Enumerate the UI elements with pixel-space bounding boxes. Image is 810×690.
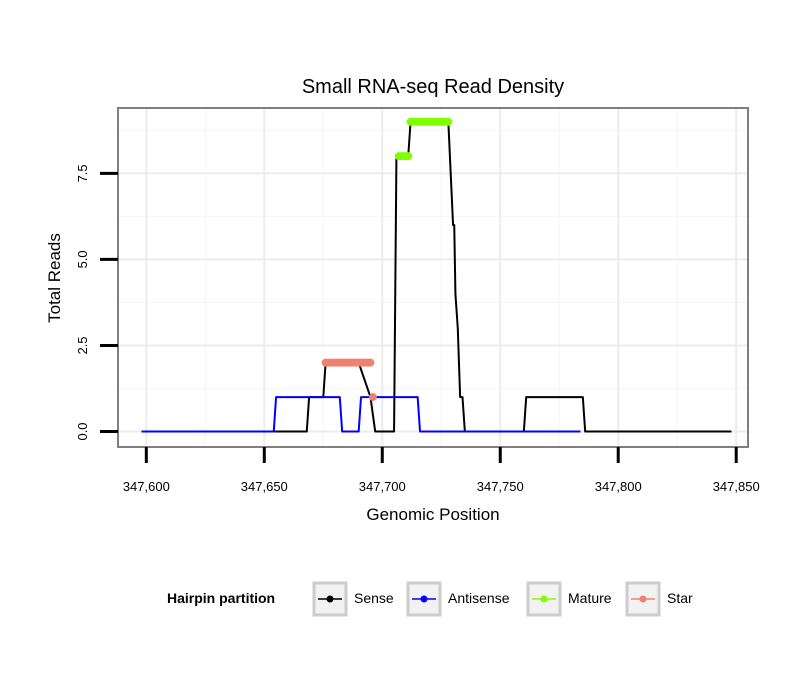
legend-entry-sense: Sense [312,581,394,617]
grid-lines [118,108,748,447]
y-tick-label: 2.5 [75,336,90,354]
point-mature [444,117,453,126]
legend-key-mature-point [540,595,548,603]
x-tick-label: 347,850 [713,479,760,494]
legend-key-antisense-point [420,595,428,603]
chart-title: Small RNA-seq Read Density [302,76,564,98]
legend-entry-mature: Mature [526,581,612,617]
point-star [368,393,377,402]
legend-label-sense: Sense [354,590,394,606]
x-tick-label: 347,750 [477,479,524,494]
x-tick-label: 347,800 [595,479,642,494]
point-star [366,358,375,367]
legend-entry-star: Star [625,581,693,617]
plot-border [117,107,749,448]
x-tick-label: 347,700 [359,479,406,494]
axes: 347,600 347,650 347,700 347,750 347,800 347,8… [75,107,760,494]
legend-key-star-point [639,595,647,603]
legend-label-antisense: Antisense [448,590,510,606]
y-axis-title: Total Reads [45,233,64,323]
y-tick-label: 0.0 [75,422,90,440]
series-layer [141,117,732,433]
x-axis-title: Genomic Position [366,505,499,524]
y-tick-label: 7.5 [75,164,90,182]
legend-label-star: Star [667,590,693,606]
legend-label-mature: Mature [568,590,612,606]
legend: Hairpin partition Sense Antisense Mature… [167,581,693,617]
legend-title: Hairpin partition [167,590,275,606]
legend-entry-antisense: Antisense [406,581,510,617]
x-tick-label: 347,600 [123,479,170,494]
plot-background [118,108,748,447]
series-line-antisense [141,396,581,433]
plot-panel [118,108,748,447]
x-tick-label: 347,650 [241,479,288,494]
y-tick-label: 5.0 [75,250,90,268]
legend-key-sense-point [326,595,334,603]
point-mature [404,152,413,161]
